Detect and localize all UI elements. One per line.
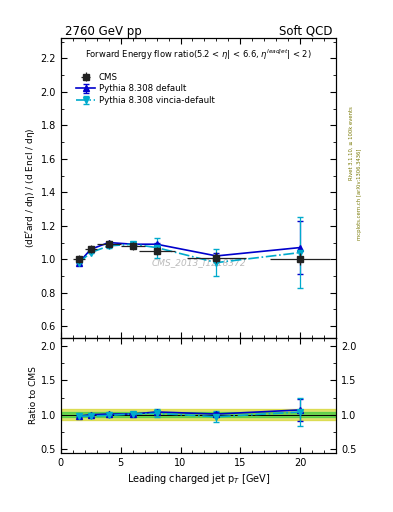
Text: mcplots.cern.ch [arXiv:1306.3436]: mcplots.cern.ch [arXiv:1306.3436] xyxy=(357,149,362,240)
Text: 2760 GeV pp: 2760 GeV pp xyxy=(65,25,141,37)
X-axis label: Leading charged jet p$_{T}$ [GeV]: Leading charged jet p$_{T}$ [GeV] xyxy=(127,472,270,486)
Legend: CMS, Pythia 8.308 default, Pythia 8.308 vincia-default: CMS, Pythia 8.308 default, Pythia 8.308 … xyxy=(76,73,215,105)
Y-axis label: (dE$^{f}$ard / dη) / (d Encl / dη): (dE$^{f}$ard / dη) / (d Encl / dη) xyxy=(23,128,38,248)
Text: CMS_2013_I1218372: CMS_2013_I1218372 xyxy=(151,259,246,268)
Y-axis label: Ratio to CMS: Ratio to CMS xyxy=(29,367,38,424)
Bar xyxy=(61,412,336,417)
Text: Soft QCD: Soft QCD xyxy=(279,25,332,37)
Text: Rivet 3.1.10, ≥ 100k events: Rivet 3.1.10, ≥ 100k events xyxy=(349,106,354,180)
Bar xyxy=(61,409,336,420)
Text: Forward Energy flow ratio(5.2 < $\eta$| < 6.6, $\eta^{leadjet}$| < 2): Forward Energy flow ratio(5.2 < $\eta$| … xyxy=(85,48,312,62)
